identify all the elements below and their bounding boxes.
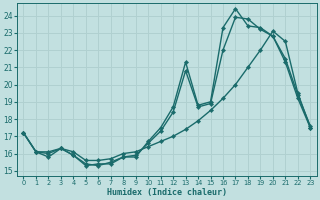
X-axis label: Humidex (Indice chaleur): Humidex (Indice chaleur) [107, 188, 227, 197]
